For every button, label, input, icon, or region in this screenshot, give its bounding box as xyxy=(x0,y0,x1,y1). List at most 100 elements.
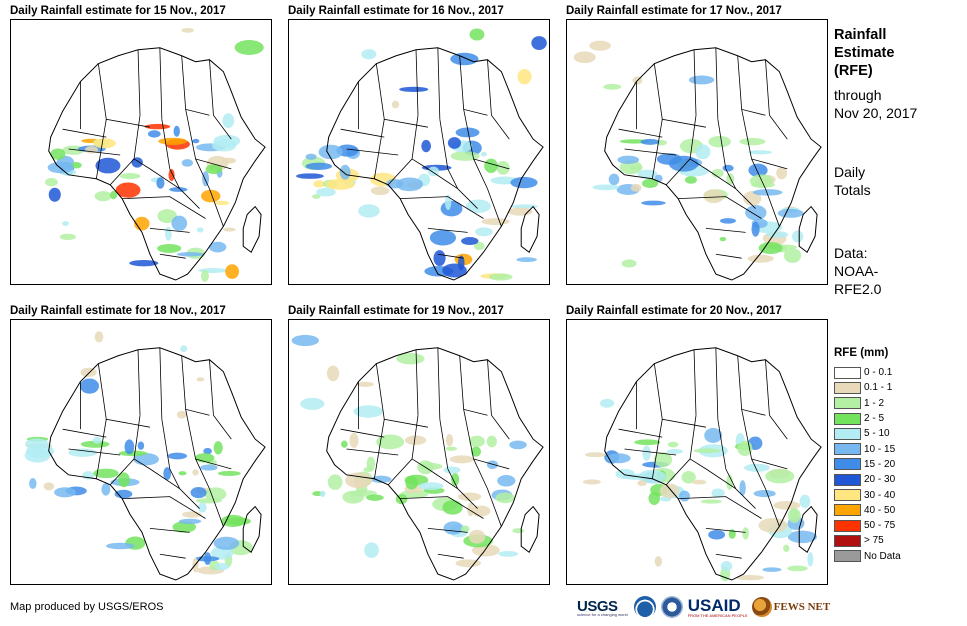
rain-patch xyxy=(198,502,207,513)
rain-patch xyxy=(217,470,241,476)
country-border xyxy=(651,119,663,179)
rain-patch xyxy=(399,86,429,92)
legend-swatch xyxy=(834,519,861,532)
country-border xyxy=(161,119,171,169)
data-source-line1: NOAA- xyxy=(834,263,879,279)
rain-patch xyxy=(192,469,199,476)
rain-patch xyxy=(364,542,379,558)
map-panel-16-nov: Daily Rainfall estimate for 16 Nov., 201… xyxy=(288,3,550,285)
panel-title: Daily Rainfall estimate for 20 Nov., 201… xyxy=(566,305,782,317)
rain-patch xyxy=(443,466,461,474)
legend-label: 30 - 40 xyxy=(864,489,896,501)
rain-patch xyxy=(637,480,647,487)
africa-landmass xyxy=(48,347,266,581)
panel-title: Daily Rainfall estimate for 17 Nov., 201… xyxy=(566,5,782,17)
country-border xyxy=(689,415,697,460)
country-border xyxy=(427,228,468,233)
rain-patch xyxy=(509,440,527,450)
rain-patch xyxy=(59,233,76,241)
rain-patch xyxy=(641,200,666,206)
country-border xyxy=(689,158,756,209)
panel-title: Daily Rainfall estimate for 19 Nov., 201… xyxy=(288,305,504,317)
rain-patch xyxy=(342,490,365,504)
rain-patch xyxy=(444,194,452,211)
country-border xyxy=(437,253,464,259)
rain-patch xyxy=(744,463,770,472)
map-panel-19-nov: Daily Rainfall estimate for 19 Nov., 201… xyxy=(288,303,550,585)
agency-logos: USGS science for a changing world USAID … xyxy=(577,594,830,620)
rain-patch xyxy=(356,381,374,387)
legend-label: 40 - 50 xyxy=(864,504,896,516)
rain-patch xyxy=(156,177,165,189)
africa-coastline xyxy=(48,47,266,281)
rain-patch xyxy=(129,259,159,267)
through-date: Nov 20, 2017 xyxy=(834,105,918,121)
rain-patch xyxy=(92,436,102,444)
rain-patch xyxy=(114,489,133,499)
rain-patch xyxy=(178,471,187,476)
rain-patch xyxy=(688,75,715,85)
rain-patch xyxy=(214,200,230,206)
rain-patch xyxy=(783,544,790,553)
map-panel-15-nov: Daily Rainfall estimate for 15 Nov., 201… xyxy=(10,3,272,285)
rain-patch xyxy=(776,166,788,180)
country-border xyxy=(149,228,190,233)
rain-patch xyxy=(752,189,783,196)
country-border xyxy=(693,349,697,416)
country-border xyxy=(437,347,441,420)
rain-patch xyxy=(443,521,464,535)
africa-coastline xyxy=(604,347,822,581)
rain-patch xyxy=(592,184,620,191)
country-border xyxy=(68,448,121,456)
rain-patch xyxy=(447,137,461,149)
rain-patch xyxy=(79,378,100,394)
rainfall-map xyxy=(10,319,272,585)
rain-patch xyxy=(787,565,808,572)
rain-patch xyxy=(753,490,776,498)
legend-label: > 75 xyxy=(864,535,884,547)
rain-patch xyxy=(48,187,61,202)
country-border xyxy=(437,47,441,120)
rain-patch xyxy=(118,472,130,488)
rain-patch xyxy=(418,482,444,491)
country-border xyxy=(346,148,399,156)
country-border xyxy=(491,415,510,440)
country-border xyxy=(209,359,214,416)
rain-patch xyxy=(171,215,188,231)
rain-patch xyxy=(221,514,246,528)
country-border xyxy=(618,128,663,138)
africa-coastline xyxy=(604,47,822,281)
country-border xyxy=(491,115,510,140)
rain-patch xyxy=(467,502,474,517)
usaid-logo: USAID FROM THE AMERICAN PEOPLE xyxy=(688,596,748,618)
rain-patch xyxy=(316,187,336,197)
rain-patch xyxy=(110,190,118,200)
rain-patch xyxy=(192,138,200,144)
country-border xyxy=(373,119,385,179)
rain-patch xyxy=(196,377,205,382)
rain-patch xyxy=(305,153,317,160)
country-border xyxy=(159,347,163,420)
usaid-tagline: FROM THE AMERICAN PEOPLE xyxy=(687,613,748,618)
rain-patch xyxy=(455,559,482,568)
rain-patch xyxy=(773,500,801,510)
country-border xyxy=(618,428,663,438)
country-border xyxy=(62,428,107,438)
rain-patch xyxy=(497,475,516,487)
rain-patch xyxy=(291,334,319,347)
country-border xyxy=(159,253,186,259)
country-border xyxy=(411,115,419,160)
country-border xyxy=(411,158,478,209)
country-border xyxy=(122,496,206,519)
rain-patch xyxy=(582,479,601,485)
country-border xyxy=(751,458,780,527)
rain-patch xyxy=(720,561,733,572)
country-border xyxy=(149,528,190,533)
rain-patch xyxy=(327,474,343,490)
rain-patch xyxy=(508,207,533,216)
legend-entry: 5 - 10 xyxy=(834,426,901,441)
rain-patch xyxy=(429,229,457,246)
rain-patch xyxy=(209,241,227,253)
rain-patch xyxy=(640,138,660,145)
legend-label: 10 - 15 xyxy=(864,443,896,455)
